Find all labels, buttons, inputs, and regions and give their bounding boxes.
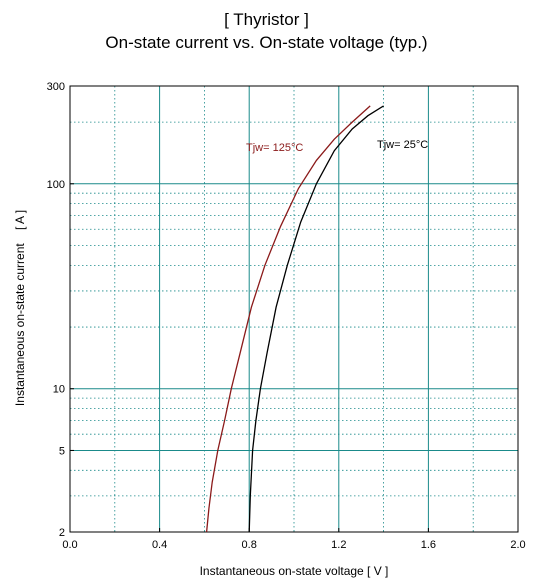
x-axis-label: Instantaneous on-state voltage [ V ] bbox=[199, 564, 389, 578]
y-axis-label: Instantaneous on-state current [ A ] bbox=[13, 209, 27, 407]
y-tick-label: 2 bbox=[59, 527, 65, 539]
series-line-125c bbox=[205, 105, 371, 533]
x-tick-label: 1.2 bbox=[331, 539, 346, 551]
y-tick-label: 10 bbox=[53, 384, 65, 396]
x-tick-label: 1.6 bbox=[421, 539, 436, 551]
y-tick-label: 300 bbox=[47, 81, 65, 93]
x-tick-label: 0.8 bbox=[242, 539, 257, 551]
x-tick-label: 2.0 bbox=[510, 539, 525, 551]
chart-subtitle: On-state current vs. On-state voltage (t… bbox=[105, 33, 428, 52]
series-line-25c bbox=[248, 105, 384, 533]
plot-frame bbox=[69, 85, 519, 533]
y-tick-label: 5 bbox=[59, 445, 65, 457]
series-label-125c: Tjw= 125°C bbox=[246, 142, 303, 154]
y-tick-label: 100 bbox=[47, 179, 65, 191]
series-label-25c: Tjw= 25°C bbox=[377, 139, 428, 151]
x-tick-label: 0.0 bbox=[62, 539, 77, 551]
x-tick-label: 0.4 bbox=[152, 539, 167, 551]
chart-title: [ Thyristor ] bbox=[224, 10, 309, 29]
